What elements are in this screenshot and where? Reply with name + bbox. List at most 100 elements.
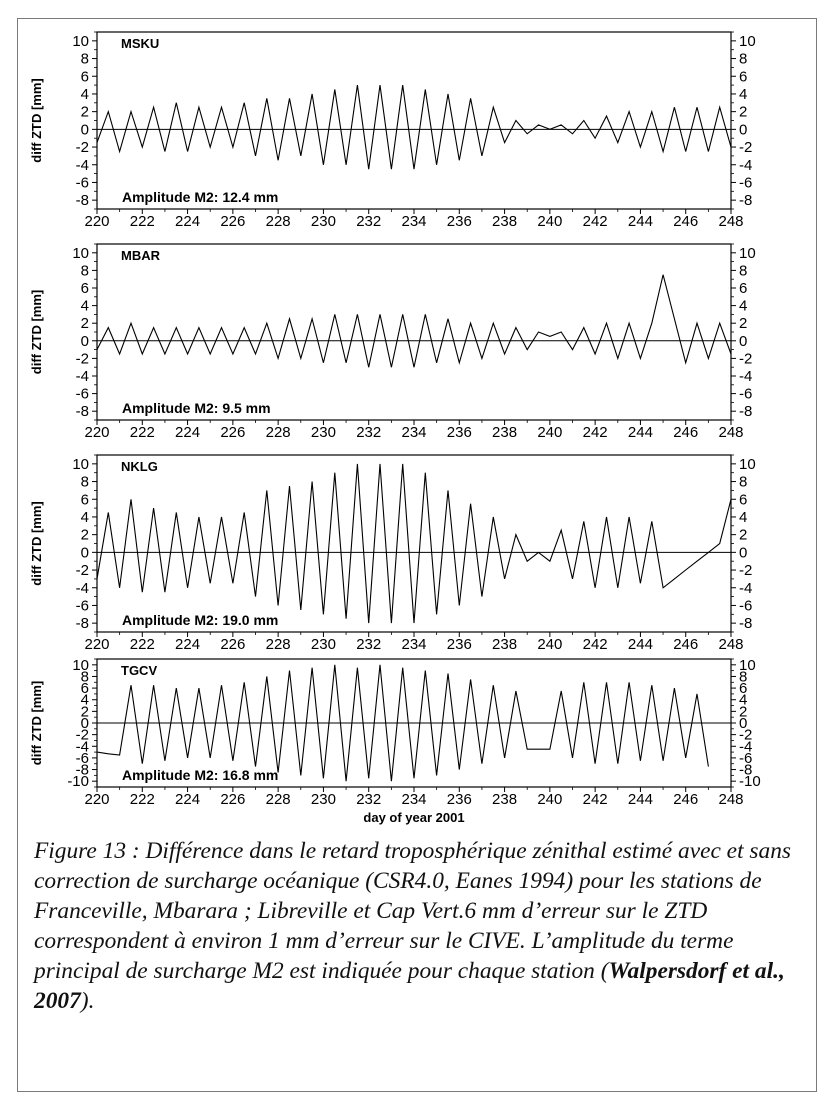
x-tick-label: 234 bbox=[401, 636, 426, 653]
y-tick-label: -4 bbox=[76, 738, 89, 755]
y-tick-label: 2 bbox=[739, 527, 747, 544]
y-tick-label: -4 bbox=[76, 157, 89, 174]
y-tick-label: -8 bbox=[739, 762, 752, 779]
y-tick-label: 4 bbox=[739, 692, 747, 709]
y-tick-label: -4 bbox=[76, 580, 89, 597]
y-tick-label: 0 bbox=[81, 333, 89, 350]
x-tick-label: 222 bbox=[130, 791, 155, 808]
y-tick-label: 8 bbox=[739, 668, 747, 685]
y-tick-label: -6 bbox=[76, 174, 89, 191]
caption-citation: Walpersdorf et al., 2007 bbox=[34, 958, 785, 1014]
y-tick-label: 8 bbox=[739, 474, 747, 491]
series-line bbox=[96, 664, 709, 782]
x-tick-label: 238 bbox=[492, 424, 517, 441]
y-tick-label: -6 bbox=[739, 750, 752, 767]
y-tick-label: 8 bbox=[739, 262, 747, 279]
y-tick-label: -2 bbox=[739, 350, 752, 367]
caption-end: ). bbox=[80, 988, 95, 1014]
y-tick-label: 6 bbox=[739, 491, 747, 508]
x-tick-label: 240 bbox=[537, 636, 562, 653]
y-tick-label: 10 bbox=[72, 456, 89, 473]
y-tick-label: -6 bbox=[739, 174, 752, 191]
x-tick-label: 248 bbox=[718, 424, 743, 441]
y-tick-label: -8 bbox=[739, 192, 752, 209]
x-tick-label: 238 bbox=[492, 213, 517, 230]
x-tick-label: 240 bbox=[537, 213, 562, 230]
y-tick-label: -8 bbox=[76, 615, 89, 632]
y-tick-label: 2 bbox=[739, 104, 747, 121]
y-tick-label: 6 bbox=[81, 491, 89, 508]
x-tick-label: 224 bbox=[175, 791, 200, 808]
y-tick-label: 4 bbox=[81, 298, 89, 315]
x-tick-label: 220 bbox=[84, 424, 109, 441]
x-tick-label: 224 bbox=[175, 424, 200, 441]
x-tick-label: 234 bbox=[401, 791, 426, 808]
y-tick-label: -4 bbox=[739, 157, 752, 174]
y-tick-label: 2 bbox=[81, 527, 89, 544]
x-tick-label: 232 bbox=[356, 636, 381, 653]
x-tick-label: 222 bbox=[130, 213, 155, 230]
x-tick-label: 248 bbox=[718, 791, 743, 808]
y-tick-label: 8 bbox=[81, 668, 89, 685]
y-tick-label: 6 bbox=[81, 680, 89, 697]
y-tick-label: 4 bbox=[81, 509, 89, 526]
x-tick-label: 226 bbox=[220, 213, 245, 230]
station-label: TGCV bbox=[121, 663, 157, 678]
y-tick-label: -4 bbox=[739, 368, 752, 385]
y-tick-label: -2 bbox=[76, 350, 89, 367]
y-tick-label: 10 bbox=[72, 33, 89, 50]
y-tick-label: -8 bbox=[739, 615, 752, 632]
y-tick-label: -2 bbox=[76, 727, 89, 744]
amplitude-label: Amplitude M2: 12.4 mm bbox=[122, 189, 278, 205]
y-tick-label: 4 bbox=[739, 298, 747, 315]
series-line bbox=[96, 274, 732, 368]
y-tick-label: -8 bbox=[76, 762, 89, 779]
y-tick-label: 0 bbox=[81, 715, 89, 732]
y-tick-label: 8 bbox=[81, 474, 89, 491]
y-tick-label: 0 bbox=[739, 121, 747, 138]
plot-frame bbox=[96, 454, 732, 633]
x-tick-label: 244 bbox=[628, 791, 653, 808]
y-axis-label: diff ZTD [mm] bbox=[29, 501, 44, 585]
x-tick-label: 240 bbox=[537, 424, 562, 441]
x-tick-label: 246 bbox=[673, 213, 698, 230]
x-tick-label: 244 bbox=[628, 636, 653, 653]
x-tick-label: 248 bbox=[718, 213, 743, 230]
y-tick-label: 10 bbox=[72, 657, 89, 674]
y-tick-label: 4 bbox=[739, 509, 747, 526]
x-tick-label: 240 bbox=[537, 791, 562, 808]
y-tick-label: -10 bbox=[67, 773, 89, 790]
y-tick-label: -4 bbox=[739, 580, 752, 597]
x-tick-label: 238 bbox=[492, 636, 517, 653]
y-tick-label: 0 bbox=[81, 121, 89, 138]
x-tick-label: 236 bbox=[447, 791, 472, 808]
y-axis-label: diff ZTD [mm] bbox=[29, 78, 44, 162]
y-tick-label: -8 bbox=[76, 192, 89, 209]
y-tick-label: -6 bbox=[739, 386, 752, 403]
x-tick-label: 236 bbox=[447, 636, 472, 653]
y-tick-label: 6 bbox=[739, 280, 747, 297]
y-tick-label: 4 bbox=[81, 692, 89, 709]
x-tick-label: 246 bbox=[673, 636, 698, 653]
x-tick-label: 246 bbox=[673, 791, 698, 808]
y-tick-label: 6 bbox=[81, 280, 89, 297]
y-tick-label: -10 bbox=[739, 773, 761, 790]
y-tick-label: 10 bbox=[72, 245, 89, 262]
x-tick-label: 236 bbox=[447, 424, 472, 441]
x-tick-label: 230 bbox=[311, 636, 336, 653]
y-tick-label: -2 bbox=[76, 139, 89, 156]
x-tick-label: 228 bbox=[266, 791, 291, 808]
station-label: MBAR bbox=[121, 248, 161, 263]
x-tick-label: 226 bbox=[220, 424, 245, 441]
y-tick-label: -8 bbox=[76, 403, 89, 420]
amplitude-label: Amplitude M2: 16.8 mm bbox=[122, 767, 278, 783]
figure-caption: Figure 13 : Différence dans le retard tr… bbox=[34, 836, 824, 1016]
x-tick-label: 226 bbox=[220, 636, 245, 653]
x-tick-label: 246 bbox=[673, 424, 698, 441]
y-tick-label: 8 bbox=[739, 51, 747, 68]
x-tick-label: 220 bbox=[84, 213, 109, 230]
